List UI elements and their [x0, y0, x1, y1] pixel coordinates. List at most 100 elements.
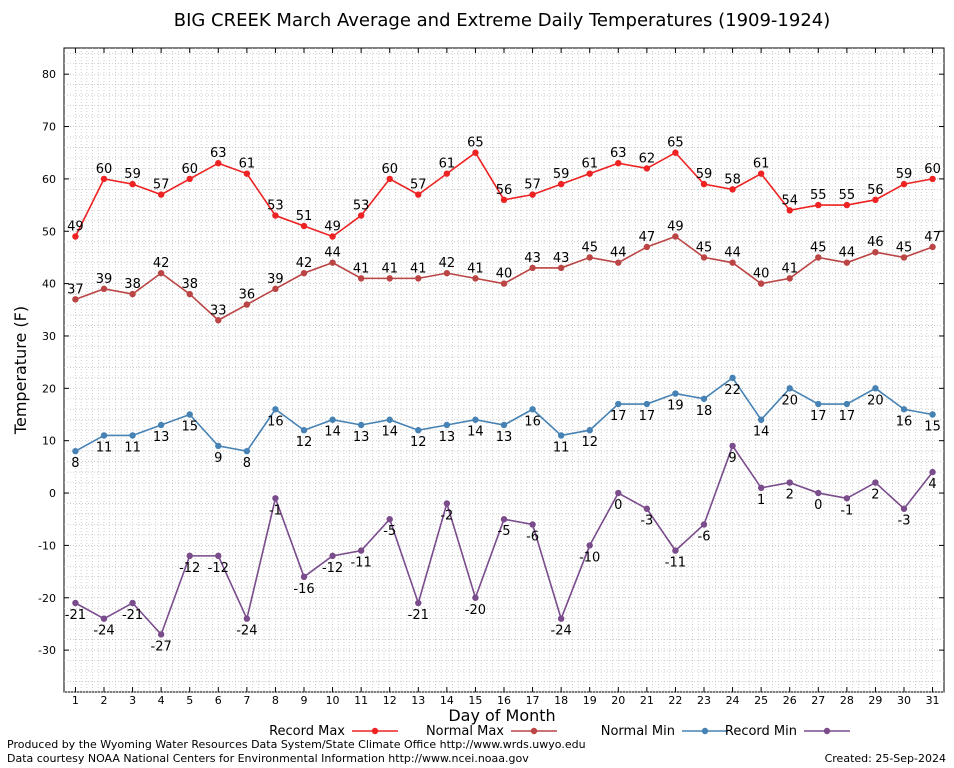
- data-label: -24: [551, 624, 572, 639]
- data-point: [786, 479, 793, 486]
- legend-item: Normal Min: [601, 724, 728, 739]
- data-label: 49: [324, 219, 341, 234]
- data-point: [529, 191, 536, 198]
- data-label: 13: [153, 430, 170, 445]
- data-point: [72, 599, 79, 607]
- data-point: [586, 254, 593, 261]
- data-label: 61: [753, 157, 770, 172]
- data-point: [129, 180, 136, 188]
- data-point: [900, 505, 908, 512]
- data-point: [500, 516, 508, 523]
- data-point: [100, 615, 108, 622]
- data-label: 60: [924, 162, 941, 177]
- data-point: [129, 599, 136, 607]
- y-tick-label: 20: [42, 382, 56, 395]
- data-label: 45: [696, 240, 713, 255]
- data-label: 60: [96, 162, 113, 177]
- data-label: -3: [640, 514, 653, 529]
- data-label: 12: [581, 435, 598, 450]
- data-point: [729, 374, 736, 382]
- x-tick-label: 27: [811, 694, 825, 707]
- data-point: [272, 495, 279, 502]
- data-point: [300, 269, 308, 277]
- data-label: 13: [496, 430, 513, 445]
- data-point: [872, 385, 879, 392]
- footer-produced-by: Produced by the Wyoming Water Resources …: [7, 738, 586, 751]
- data-point: [700, 254, 708, 261]
- data-point: [900, 406, 908, 413]
- data-label: 60: [181, 162, 198, 177]
- data-label: 0: [814, 498, 822, 513]
- data-label: 63: [610, 146, 627, 161]
- data-point: [157, 421, 165, 429]
- data-point: [872, 248, 879, 256]
- legend-label: Normal Max: [426, 724, 504, 739]
- data-point: [557, 615, 565, 622]
- data-point: [129, 290, 136, 298]
- data-point: [786, 207, 793, 214]
- data-point: [386, 275, 393, 282]
- data-point: [215, 442, 222, 450]
- data-label: 16: [896, 414, 913, 429]
- data-label: 63: [210, 146, 227, 161]
- data-label: 57: [410, 178, 427, 193]
- data-point: [615, 400, 622, 408]
- data-point: [586, 542, 593, 549]
- data-label: 12: [296, 435, 313, 450]
- data-point: [386, 416, 393, 423]
- data-label: 18: [696, 404, 713, 419]
- data-label: 62: [639, 151, 656, 166]
- data-point: [72, 233, 79, 240]
- data-label: 42: [439, 256, 456, 271]
- data-label: 2: [871, 488, 879, 503]
- data-label: 37: [67, 282, 84, 297]
- data-point: [643, 165, 651, 172]
- data-label: 1: [757, 493, 765, 508]
- data-label: -21: [65, 608, 86, 623]
- data-point: [615, 259, 622, 266]
- data-point: [615, 159, 622, 167]
- data-label: 47: [639, 230, 656, 245]
- data-point: [300, 573, 308, 581]
- x-axis-label: Day of Month: [448, 706, 555, 725]
- data-label: 57: [524, 178, 541, 193]
- x-tick-label: 9: [301, 694, 308, 707]
- data-label: -24: [93, 624, 114, 639]
- data-point: [700, 521, 708, 528]
- data-point: [815, 400, 822, 408]
- data-label: 16: [267, 414, 284, 429]
- data-label: 47: [924, 230, 941, 245]
- legend-swatch-marker: [701, 727, 709, 735]
- data-point: [757, 416, 765, 423]
- series-record-max: [72, 149, 936, 240]
- data-point: [329, 259, 336, 266]
- footer-created-date: Created: 25-Sep-2024: [824, 752, 946, 765]
- data-point: [529, 406, 536, 413]
- legend-swatch-marker: [371, 727, 379, 735]
- grid-lines: [64, 48, 944, 693]
- series-layer: [72, 149, 936, 638]
- legend-label: Record Min: [725, 724, 797, 739]
- data-label: 43: [553, 251, 570, 266]
- x-tick-label: 29: [868, 694, 882, 707]
- data-point: [386, 175, 393, 183]
- data-point: [300, 427, 308, 434]
- legend-item: Record Max: [269, 724, 398, 739]
- data-label: 53: [267, 199, 284, 214]
- data-point: [72, 296, 79, 303]
- data-point: [729, 259, 736, 266]
- x-tick-label: 20: [611, 694, 625, 707]
- legend-swatch-marker: [530, 727, 538, 735]
- x-tick-label: 7: [243, 694, 250, 707]
- data-label: 11: [96, 440, 113, 455]
- x-tick-label: 22: [668, 694, 682, 707]
- data-label: 42: [153, 256, 170, 271]
- data-label: 59: [553, 167, 570, 182]
- y-tick-label: -10: [38, 539, 56, 552]
- data-label: 51: [296, 209, 313, 224]
- data-point: [843, 201, 851, 209]
- data-point: [186, 290, 193, 298]
- x-tick-label: 16: [497, 694, 511, 707]
- data-point: [529, 264, 536, 272]
- data-label: -20: [465, 603, 486, 618]
